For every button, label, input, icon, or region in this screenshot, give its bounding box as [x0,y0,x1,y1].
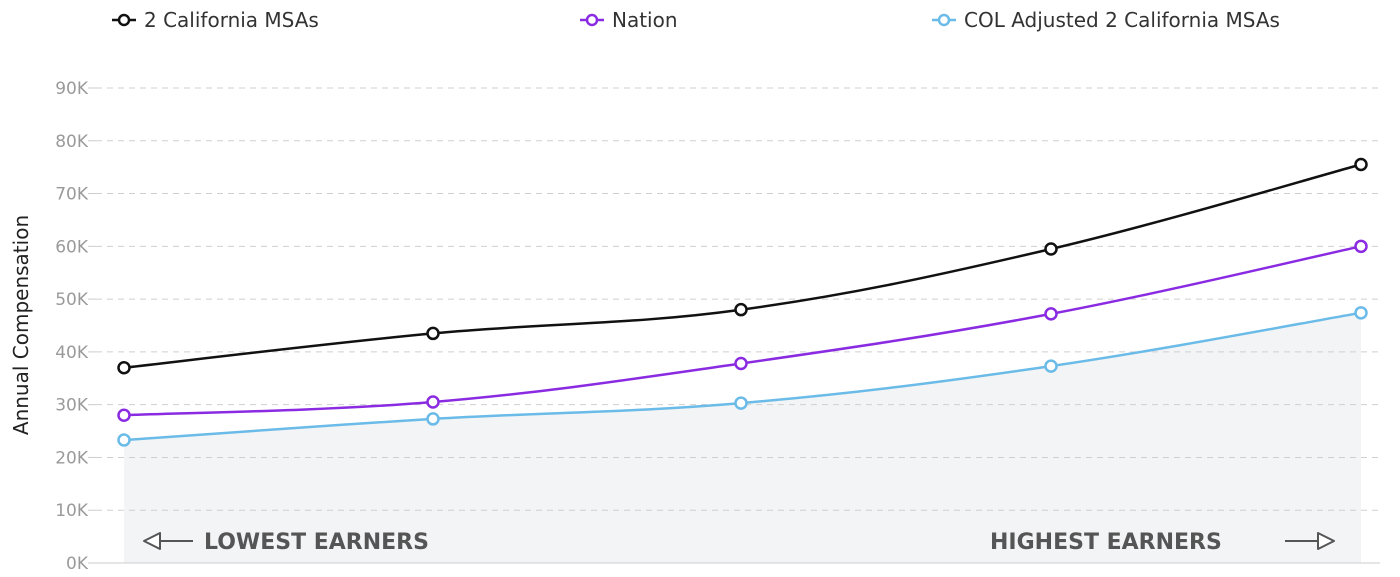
point-layer [117,157,1368,447]
y-tick-label: 50K [55,290,89,310]
axis-layer: 0K 10K 20K 30K 40K 50K 60K 70K 80K 90K [55,79,1380,574]
y-tick-label: 80K [55,132,89,152]
legend-label-1: 2 California MSAs [144,8,319,32]
data-point-series-3 [117,433,131,447]
data-point-series-2 [1044,307,1058,321]
y-tick-label: 60K [55,237,89,257]
data-point-series-1 [1044,242,1058,256]
highest-earners-label: HIGHEST EARNERS [990,530,1222,555]
data-point-series-2 [734,356,748,371]
filled-area [124,312,1361,563]
legend-marker-2 [585,13,599,27]
data-point-series-3 [426,412,440,426]
data-point-series-1 [117,360,131,375]
data-point-series-1 [734,302,748,317]
y-tick-label: 30K [55,396,89,416]
data-point-series-2 [426,395,440,409]
y-tick-label: 40K [55,343,89,363]
series-line-1 [123,163,1362,369]
y-tick-label: 20K [55,448,89,468]
data-point-series-2 [1354,239,1368,254]
y-tick-label: 10K [55,501,89,521]
y-tick-label: 90K [55,79,89,99]
data-point-series-1 [426,326,440,341]
right-arrow-head [1317,532,1335,550]
area-layer [124,312,1361,563]
legend-label-2: Nation [612,8,678,32]
grid-layer [96,87,1380,511]
lowest-earners-label: LOWEST EARNERS [204,530,429,555]
legend-label-3: COL Adjusted 2 California MSAs [964,8,1280,32]
data-point-series-2 [117,408,131,422]
y-axis-label: Annual Compensation [9,215,33,435]
y-tick-label: 70K [55,185,89,205]
y-tick-label: 0K [66,554,89,574]
data-point-series-3 [1044,359,1058,373]
legend-marker-3 [937,13,951,27]
data-point-series-1 [1354,157,1368,172]
left-arrow-head [143,532,161,550]
legend: 2 California MSAs Nation COL Adjusted 2 Ca… [112,8,1280,32]
legend-marker-1 [117,13,131,27]
data-point-series-3 [1354,306,1368,320]
data-point-series-3 [734,396,748,410]
annotation-layer: LOWEST EARNERS HIGHEST EARNERS [143,530,1335,555]
